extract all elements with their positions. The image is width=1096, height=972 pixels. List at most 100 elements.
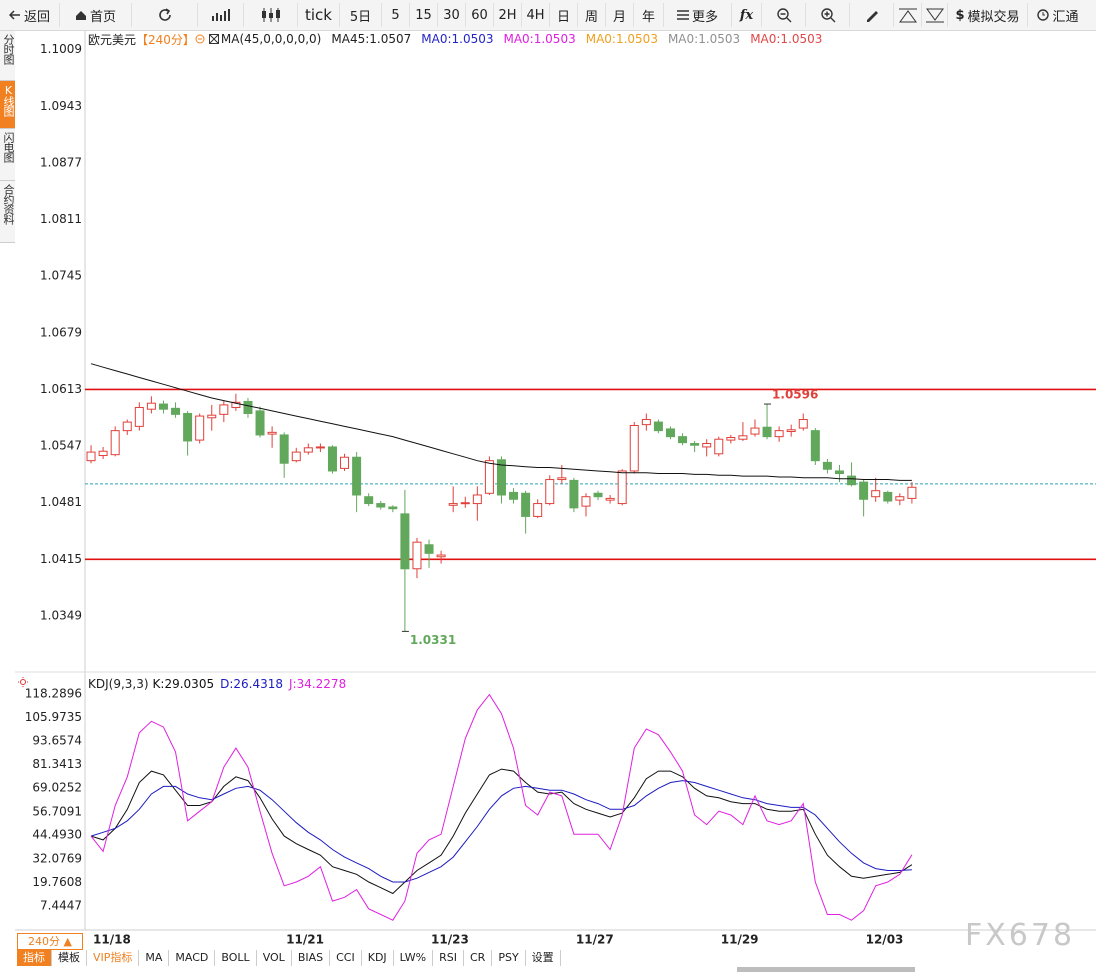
tick-button[interactable]: tick (298, 3, 340, 27)
indicator-tab[interactable]: 设置 (526, 950, 561, 966)
candle-body (340, 456, 350, 469)
period-select[interactable]: 240分 ▲ (17, 933, 83, 950)
candle-body (665, 428, 675, 438)
sim-trade-button[interactable]: $ 模拟交易 (948, 3, 1028, 27)
indicator-tab[interactable]: VOL (257, 950, 292, 966)
candle-body (629, 424, 639, 472)
period-button[interactable]: 年 (634, 3, 664, 27)
candle-body (641, 418, 651, 426)
indicator-tab[interactable]: 模板 (52, 950, 87, 966)
kdj-icon (18, 677, 28, 687)
extreme-label: 1.0596 (772, 388, 818, 402)
period-button[interactable]: 周 (578, 3, 606, 27)
huitong-button[interactable]: 汇通 (1028, 3, 1088, 27)
down-triangle-button[interactable] (922, 3, 948, 27)
period-button[interactable]: 日 (550, 3, 578, 27)
period-button[interactable]: 月 (606, 3, 634, 27)
period-button[interactable]: 4H (522, 3, 550, 27)
zoom-out-button[interactable] (762, 3, 806, 27)
candle-body (327, 446, 337, 472)
candle-body (122, 421, 132, 432)
indicator-tab[interactable]: MACD (169, 950, 216, 966)
indicator-line (90, 780, 912, 883)
toolbar: 返回 首页 tick 5日 5 15 30 60 2H 4H 日 周 月 年 更… (0, 0, 1096, 31)
up-triangle-button[interactable] (894, 3, 922, 27)
period-button[interactable]: 5日 (340, 3, 382, 27)
label: 返回 (23, 9, 50, 25)
y-tick-label: 1.0679 (40, 325, 82, 339)
home-button[interactable]: 首页 (60, 3, 132, 27)
indicator-tab[interactable]: PSY (492, 950, 526, 966)
y-tick-label: 56.7091 (32, 804, 82, 818)
candle-body (810, 430, 820, 462)
y-tick-label: 69.0252 (32, 781, 82, 795)
x-tick-label: 12/03 (866, 933, 904, 947)
indicator-tab[interactable]: BIAS (292, 950, 331, 966)
side-tab[interactable]: 闪电图 (0, 129, 15, 181)
y-tick-label: 1.0943 (40, 99, 82, 113)
candle-body (521, 492, 531, 517)
legend-entry: MA0:1.0503 (585, 32, 658, 46)
indicator-tab[interactable]: 指标 (17, 950, 52, 966)
candle-body (496, 459, 506, 496)
indicator-tab[interactable]: KDJ (362, 950, 394, 966)
y-tick-label: 19.7608 (32, 875, 82, 889)
candle-body (847, 475, 857, 486)
candle-body (557, 477, 567, 481)
candle-body (255, 410, 265, 436)
period-button[interactable]: 30 (438, 3, 466, 27)
period-button[interactable]: 2H (494, 3, 522, 27)
label: 年 (641, 9, 655, 25)
candle-body (315, 446, 325, 449)
candle-body (231, 401, 241, 408)
scrollbar[interactable] (737, 967, 915, 972)
candle-body (86, 451, 96, 462)
y-tick-label: 1.0481 (40, 495, 82, 509)
period-button[interactable]: 5 (382, 3, 410, 27)
side-tab[interactable]: 合约资料 (0, 181, 15, 243)
label: 首页 (89, 9, 116, 25)
indicator-tab[interactable]: CCI (330, 950, 362, 966)
draw-button[interactable] (850, 3, 894, 27)
indicator-tab[interactable]: BOLL (215, 950, 257, 966)
side-tab[interactable]: 分时图 (0, 31, 15, 81)
indicator-tab[interactable]: MA (139, 950, 170, 966)
more-button[interactable]: 更多 (664, 3, 732, 27)
period-button[interactable]: 60 (466, 3, 494, 27)
candle-body (484, 460, 494, 494)
indicator-tab[interactable]: RSI (433, 950, 464, 966)
candle-body (617, 470, 627, 505)
side-tab[interactable]: K线图 (0, 81, 15, 129)
candle-body (424, 544, 434, 554)
back-button[interactable]: 返回 (0, 3, 60, 27)
formula-button[interactable]: fx (732, 3, 762, 27)
candle-body (436, 554, 446, 558)
candle-body (533, 503, 543, 517)
refresh-button[interactable] (132, 3, 198, 27)
candle-button[interactable] (244, 3, 298, 27)
indicator-tab[interactable]: VIP指标 (87, 950, 140, 966)
bar-chart-button[interactable] (198, 3, 244, 27)
candle-body (834, 470, 844, 475)
label: 周 (584, 9, 598, 25)
side-tabs: 分时图 K线图 闪电图 合约资料 (0, 31, 15, 243)
y-tick-label: 44.4930 (32, 828, 82, 842)
y-tick-label: 1.0745 (40, 269, 82, 283)
kdj-legend: KDJ(9,3,3) K:29.0305 D:26.4318 J:34.2278 (88, 676, 346, 692)
legend-entry: MA0:1.0503 (750, 32, 823, 46)
y-tick-label: 105.9735 (25, 710, 82, 724)
y-tick-label: 118.2896 (25, 686, 82, 700)
zoom-in-button[interactable] (806, 3, 850, 27)
legend-entry: K:29.0305 (152, 677, 215, 691)
candle-body (207, 414, 217, 419)
indicator-tab[interactable]: LW% (394, 950, 434, 966)
ma-icon[interactable] (208, 34, 219, 44)
legend-entry: MA45:1.0507 (331, 32, 412, 46)
candle-body (822, 461, 832, 470)
candle-body (798, 418, 808, 429)
y-tick-label: 1.0349 (40, 608, 82, 622)
settings-icon[interactable] (195, 34, 205, 44)
period-button[interactable]: 15 (410, 3, 438, 27)
indicator-tab[interactable]: CR (464, 950, 493, 966)
